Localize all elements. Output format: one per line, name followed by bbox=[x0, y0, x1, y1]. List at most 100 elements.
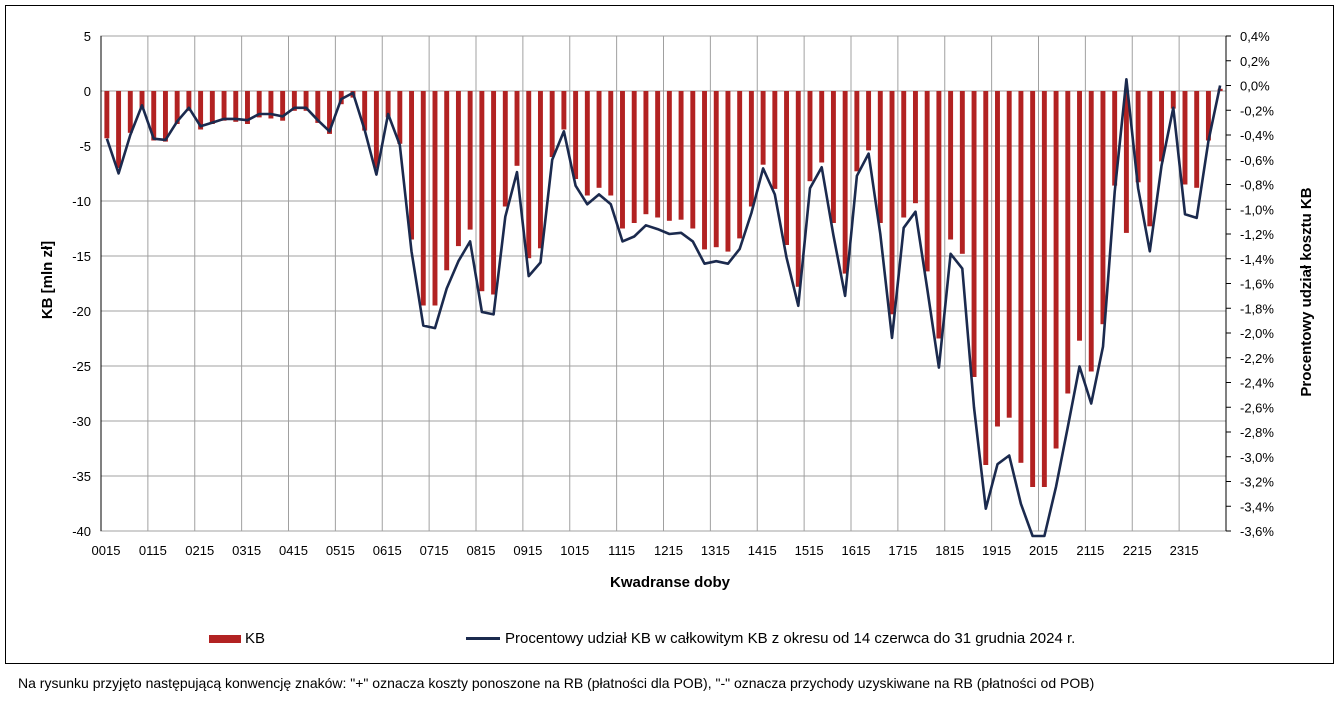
legend-label-kb: KB bbox=[245, 630, 266, 647]
kb-bar bbox=[1182, 91, 1188, 185]
y2-tick-label: -3,6% bbox=[1240, 524, 1274, 539]
kb-bar bbox=[561, 91, 567, 130]
kb-bar bbox=[631, 91, 637, 223]
kb-bar bbox=[245, 91, 250, 124]
kb-bar bbox=[678, 91, 684, 220]
kb-bar bbox=[385, 91, 391, 118]
kb-bar bbox=[854, 91, 860, 172]
x-tick-label: 1515 bbox=[795, 543, 824, 558]
x-tick-label: 2115 bbox=[1076, 543, 1104, 558]
kb-bar bbox=[1112, 91, 1118, 186]
gridlines bbox=[100, 35, 1227, 532]
kb-bar bbox=[151, 91, 157, 141]
kb-bar bbox=[502, 91, 508, 207]
x-tick-label: 0015 bbox=[92, 543, 121, 558]
kb-bar bbox=[432, 91, 438, 306]
kb-bar bbox=[713, 91, 719, 248]
y2-tick-label: -0,8% bbox=[1240, 178, 1274, 193]
y2-tick-label: -1,2% bbox=[1240, 227, 1274, 242]
kb-bar bbox=[549, 91, 555, 157]
y2-tick-label: -0,2% bbox=[1240, 103, 1274, 118]
kb-bar bbox=[127, 91, 133, 133]
kb-bar bbox=[1135, 91, 1141, 183]
kb-bars bbox=[104, 88, 1223, 487]
legend: KB Procentowy udział KB w całkowitym KB … bbox=[0, 630, 1341, 652]
kb-bar bbox=[186, 91, 192, 111]
x-tick-label: 1715 bbox=[888, 543, 917, 558]
kb-bar bbox=[936, 91, 942, 339]
kb-bar bbox=[491, 91, 497, 295]
kb-bar bbox=[444, 91, 450, 271]
x-tick-label: 1315 bbox=[701, 543, 730, 558]
percent-line bbox=[105, 78, 1222, 538]
y2-tick-label: -2,2% bbox=[1240, 351, 1274, 366]
kb-bar bbox=[795, 91, 801, 287]
kb-bar bbox=[1205, 91, 1211, 141]
kb-bar bbox=[608, 91, 614, 196]
y-tick-label: -30 bbox=[72, 414, 91, 429]
kb-bar bbox=[1123, 91, 1129, 233]
kb-bar bbox=[104, 91, 110, 139]
kb-bar bbox=[948, 91, 954, 240]
x-tick-label: 0615 bbox=[373, 543, 402, 558]
kb-bar bbox=[983, 91, 989, 465]
kb-bar bbox=[1065, 91, 1071, 394]
kb-bar bbox=[514, 91, 520, 166]
kb-bar bbox=[971, 91, 977, 377]
kb-bar bbox=[455, 91, 461, 247]
kb-bar bbox=[537, 91, 543, 249]
kb-bar bbox=[1018, 91, 1024, 463]
legend-item-percent: Procentowy udział KB w całkowitym KB z o… bbox=[466, 630, 1075, 647]
kb-bar bbox=[620, 91, 625, 229]
kb-bar bbox=[221, 91, 227, 121]
kb-bar bbox=[291, 91, 297, 111]
kb-bar bbox=[842, 91, 848, 274]
kb-bar bbox=[198, 91, 204, 130]
kb-bar bbox=[959, 91, 965, 254]
kb-bar bbox=[315, 91, 321, 123]
kb-bar bbox=[338, 91, 344, 105]
y-tick-label: -5 bbox=[79, 139, 91, 154]
y-tick-label: 0 bbox=[84, 84, 91, 99]
y2-tick-label: -2,8% bbox=[1240, 425, 1274, 440]
y2-tick-label: -3,4% bbox=[1240, 499, 1274, 514]
y2-tick-label: -2,6% bbox=[1240, 400, 1274, 415]
y-tick-label: -15 bbox=[72, 249, 91, 264]
kb-bar bbox=[303, 91, 309, 111]
y2-tick-label: -2,4% bbox=[1240, 376, 1274, 391]
kb-bar bbox=[409, 91, 415, 240]
y-tick-label: -25 bbox=[72, 359, 91, 374]
x-tick-label: 0715 bbox=[420, 543, 449, 558]
kb-bar bbox=[1077, 91, 1082, 341]
kb-bar bbox=[397, 91, 403, 144]
kb-bar bbox=[162, 91, 168, 142]
kb-bar bbox=[1006, 91, 1012, 418]
y-tick-label: -40 bbox=[72, 524, 91, 539]
x-tick-label: 2315 bbox=[1170, 543, 1199, 558]
x-tick-label: 0315 bbox=[232, 543, 261, 558]
x-tick-label: 2015 bbox=[1029, 543, 1058, 558]
y2-tick-label: -3,2% bbox=[1240, 475, 1274, 490]
percent-share-line bbox=[105, 78, 1222, 538]
kb-bar bbox=[1147, 91, 1153, 227]
kb-bar bbox=[280, 91, 286, 121]
kb-bar bbox=[995, 91, 1000, 427]
kb-bar bbox=[1159, 91, 1165, 162]
x-axis-title: Kwadranse doby bbox=[610, 574, 731, 591]
kb-bar bbox=[1088, 91, 1094, 372]
kb-bar bbox=[643, 91, 649, 215]
x-tick-label: 1815 bbox=[935, 543, 964, 558]
x-tick-label: 1615 bbox=[842, 543, 871, 558]
kb-bar bbox=[479, 91, 485, 292]
y2-axis-title: Procentowy udział kosztu KB bbox=[1298, 187, 1315, 396]
kb-bar bbox=[748, 91, 754, 207]
kb-bar bbox=[526, 91, 532, 259]
legend-swatch-percent bbox=[466, 637, 500, 640]
kb-bar bbox=[1100, 91, 1106, 325]
kb-bar bbox=[924, 91, 930, 272]
x-tick-label: 2215 bbox=[1123, 543, 1152, 558]
kb-bar bbox=[807, 91, 813, 182]
kb-bar bbox=[819, 91, 825, 163]
y2-tick-label: -1,6% bbox=[1240, 277, 1274, 292]
